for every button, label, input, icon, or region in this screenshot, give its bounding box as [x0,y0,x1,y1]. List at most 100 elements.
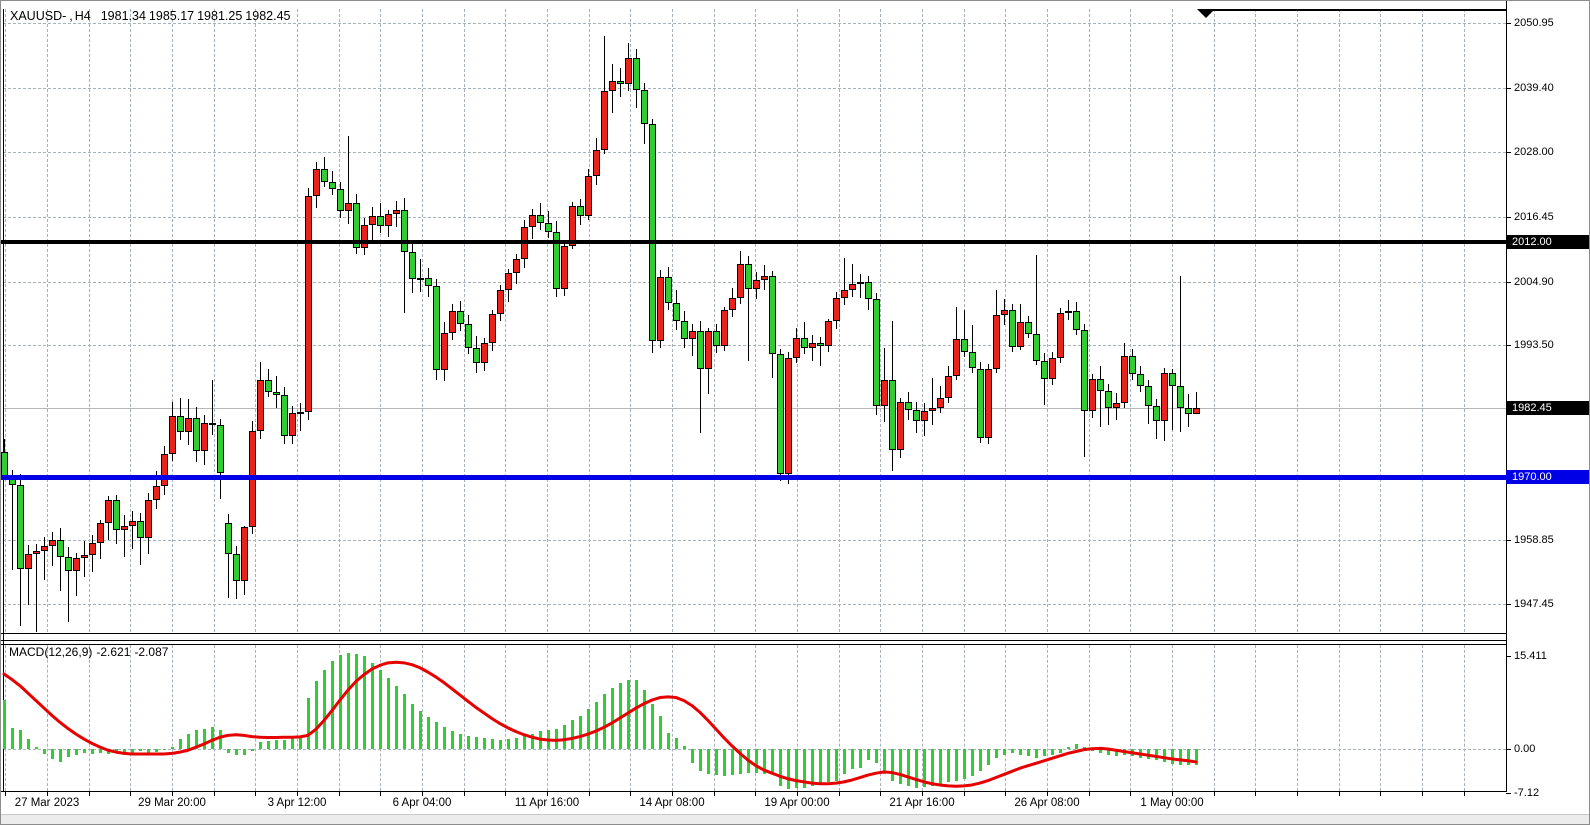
vertical-gridline [338,9,340,632]
price-axis[interactable] [1506,1,1589,792]
macd-histogram-bar [283,739,286,749]
vertical-gridline [88,9,90,632]
candle-body-bull [993,315,1000,369]
time-tickmark [880,792,882,796]
candle-body-bear [353,203,360,248]
macd-histogram-bar [163,749,166,751]
resistance-line-2012[interactable] [1,240,1506,244]
price-chart-panel[interactable] [1,1,1589,633]
candle-wick [1172,368,1173,431]
window-bottom-chrome [1,814,1589,824]
macd-histogram-bar [971,749,974,776]
price-tickmark [1506,87,1511,89]
candle-body-bull [497,289,504,315]
vertical-gridline [5,9,7,632]
vertical-gridline [1296,9,1298,632]
macd-histogram-bar [691,749,694,764]
macd-histogram-bar [131,749,134,753]
candle-body-bull [561,245,568,289]
time-tickmark [630,792,632,796]
price-axis-label: 1993.50 [1514,339,1554,352]
support-line-1970[interactable] [1,475,1506,480]
candle-body-bear [433,285,440,371]
vertical-gridline [1338,645,1340,791]
vertical-gridline [46,645,48,791]
candle-body-bull [257,379,264,432]
macd-histogram-bar [227,749,230,753]
candle-wick [300,403,301,431]
vertical-gridline [1088,645,1090,791]
candle-body-bear [1081,330,1088,411]
candle-body-bear [1073,310,1080,331]
candle-body-bull [1089,379,1096,411]
plot-left-border [3,9,4,791]
macd-histogram-bar [459,734,462,749]
macd-histogram-bar [683,745,686,749]
candle-wick [1180,275,1181,432]
candle-body-bear [409,252,416,280]
macd-histogram-bar [507,739,510,749]
candle-wick [1100,366,1101,428]
chart-shift-marker[interactable] [1197,9,1215,18]
macd-histogram-bar [27,739,30,749]
macd-histogram-bar [315,681,318,749]
candle-body-bear [873,299,880,407]
price-axis-label: 2016.45 [1514,210,1554,223]
chart-shift-line [1206,9,1506,11]
macd-histogram-bar [883,749,886,775]
macd-histogram-bar [403,694,406,749]
macd-histogram-bar [259,742,262,749]
time-axis[interactable]: 27 Mar 2023 29 Mar 20:00 3 Apr 12:00 6 Apr … [1,792,1589,814]
macd-histogram-bar [1171,749,1174,764]
candle-body-bull [121,525,128,531]
candle-wick [60,528,61,591]
panel-separator-mid[interactable] [1,640,1589,641]
macd-histogram-bar [187,734,190,749]
macd-histogram-bar [955,749,958,782]
price-tickmark [1506,281,1511,283]
candle-body-bull [1121,356,1128,404]
macd-histogram-bar [451,731,454,749]
macd-histogram-bar [339,654,342,749]
candle-body-bull [625,58,632,84]
vertical-gridline [505,645,507,791]
candle-body-bear [537,214,544,224]
macd-histogram-bar [947,749,950,783]
candle-wick [84,541,85,577]
date-label: 19 Apr 00:00 [764,797,830,809]
macd-histogram-bar [579,715,582,749]
candle-body-bear [913,410,920,421]
vertical-gridline [130,645,132,791]
candle-body-bear [137,521,144,539]
candle-body-bear [65,556,72,572]
vertical-gridline [1296,645,1298,791]
macd-histogram-bar [43,749,46,754]
time-tickmark [5,792,7,796]
candle-body-bull [393,210,400,215]
macd-histogram-bar [1115,749,1118,757]
candle-body-bear [401,210,408,253]
time-tickmark [1088,792,1090,796]
candle-wick [52,531,53,567]
candle-wick [404,198,405,314]
candle-body-bear [1009,310,1016,347]
candle-body-bear [1177,385,1184,408]
macd-histogram-bar [731,749,734,776]
macd-histogram-bar [1067,747,1070,749]
time-tickmark [255,792,257,796]
vertical-gridline [130,9,132,632]
time-tickmark [796,792,798,796]
candle-body-bear [697,330,704,369]
macd-histogram-bar [11,727,14,749]
macd-histogram-bar [427,717,430,749]
candle-wick [748,256,749,362]
panel-separator-top[interactable] [1,633,1589,634]
low-value: 1981.25 [197,9,243,23]
time-tickmark [88,792,90,796]
candle-body-bear [969,352,976,369]
macd-histogram-bar [875,749,878,763]
candle-body-bull [585,175,592,216]
candle-body-bull [849,284,856,290]
vertical-gridline [671,645,673,791]
vertical-gridline [796,9,798,632]
